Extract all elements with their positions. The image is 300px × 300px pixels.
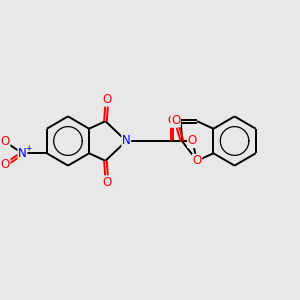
- Text: O: O: [167, 114, 177, 127]
- Text: O: O: [171, 114, 180, 127]
- Text: O: O: [188, 134, 197, 148]
- Text: N: N: [18, 147, 27, 160]
- Text: O: O: [102, 176, 112, 189]
- Text: N: N: [122, 134, 131, 148]
- Text: O: O: [102, 93, 112, 106]
- Text: +: +: [25, 144, 31, 153]
- Text: O: O: [1, 135, 10, 148]
- Text: O: O: [192, 154, 202, 167]
- Text: O: O: [1, 158, 10, 171]
